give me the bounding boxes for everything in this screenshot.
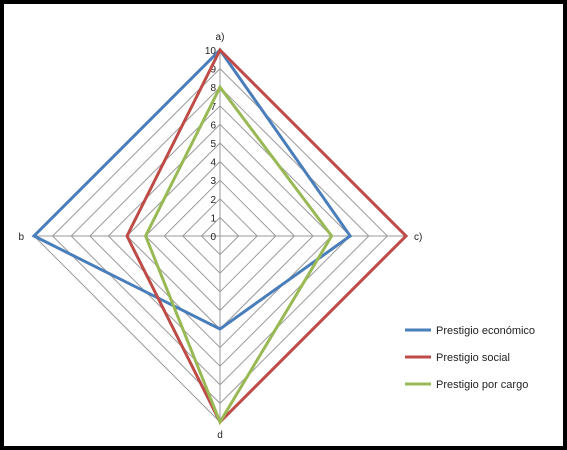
tick-label-10: 10 xyxy=(205,46,217,57)
legend: Prestigio económico Prestigio social Prest… xyxy=(405,325,535,391)
tick-label-9: 9 xyxy=(210,65,216,76)
tick-label-7: 7 xyxy=(210,102,216,113)
radial-tick-labels: 0 1 2 3 4 5 6 7 8 9 10 xyxy=(205,46,217,243)
tick-label-1: 1 xyxy=(210,213,216,224)
tick-label-5: 5 xyxy=(210,139,216,150)
tick-label-3: 3 xyxy=(210,176,216,187)
series-line-2 xyxy=(143,84,334,426)
axis-label-2: c) xyxy=(414,232,422,243)
series-line-0 xyxy=(31,47,353,331)
axis-label-3: d xyxy=(217,430,223,441)
legend-label-0: Prestigio económico xyxy=(436,325,535,337)
tick-label-0: 0 xyxy=(210,232,216,243)
tick-label-4: 4 xyxy=(210,158,216,169)
axis-label-1: b xyxy=(18,232,24,243)
radar-series xyxy=(31,47,409,426)
axis-label-0: a) xyxy=(216,32,225,43)
legend-label-1: Prestigio social xyxy=(436,352,510,364)
legend-label-2: Prestigio por cargo xyxy=(436,379,528,391)
axis-labels: a) b c) d xyxy=(18,32,422,441)
tick-label-6: 6 xyxy=(210,120,216,131)
tick-label-2: 2 xyxy=(210,195,216,206)
tick-label-8: 8 xyxy=(210,83,216,94)
